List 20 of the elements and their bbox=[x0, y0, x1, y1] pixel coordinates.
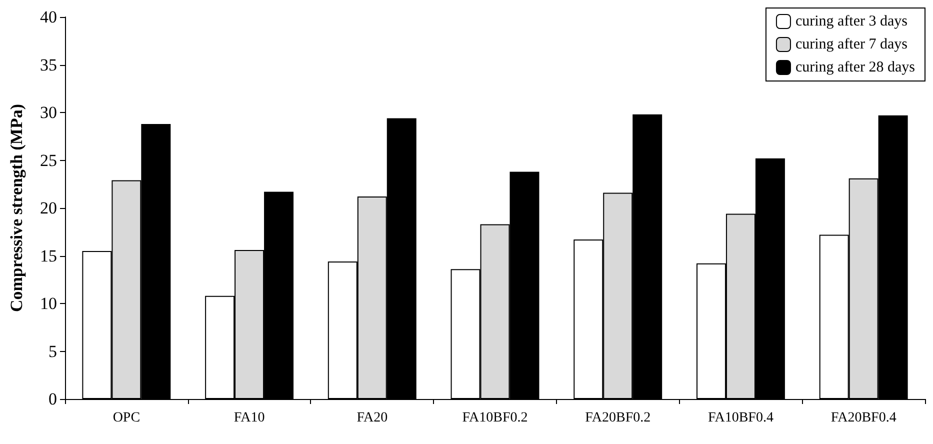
legend-label: curing after 3 days bbox=[795, 14, 908, 30]
x-tick-label: FA10BF0.2 bbox=[462, 410, 528, 426]
y-tick-label: 10 bbox=[40, 294, 57, 313]
y-axis-title: Compressive strength (MPa) bbox=[7, 104, 26, 312]
x-tick-label: FA20BF0.2 bbox=[585, 410, 651, 426]
y-tick-label: 15 bbox=[40, 246, 57, 266]
y-tick-label: 0 bbox=[48, 390, 57, 408]
y-tick-label: 20 bbox=[40, 198, 57, 218]
y-tick-label: 5 bbox=[48, 342, 57, 361]
x-tick-label: FA20BF0.4 bbox=[830, 410, 896, 426]
y-tick-label: 35 bbox=[40, 55, 57, 74]
y-tick-label: 30 bbox=[40, 103, 57, 122]
x-tick-label: OPC bbox=[112, 410, 140, 426]
legend-label: curing after 7 days bbox=[795, 36, 908, 52]
y-tick-label: 25 bbox=[40, 150, 57, 170]
x-tick-label: FA10 bbox=[234, 410, 265, 426]
y-tick-label: 40 bbox=[40, 8, 57, 26]
x-tick-label: FA20 bbox=[356, 410, 388, 426]
x-tick-label: FA10BF0.4 bbox=[708, 410, 774, 426]
legend-label: curing after 28 days bbox=[795, 60, 916, 76]
